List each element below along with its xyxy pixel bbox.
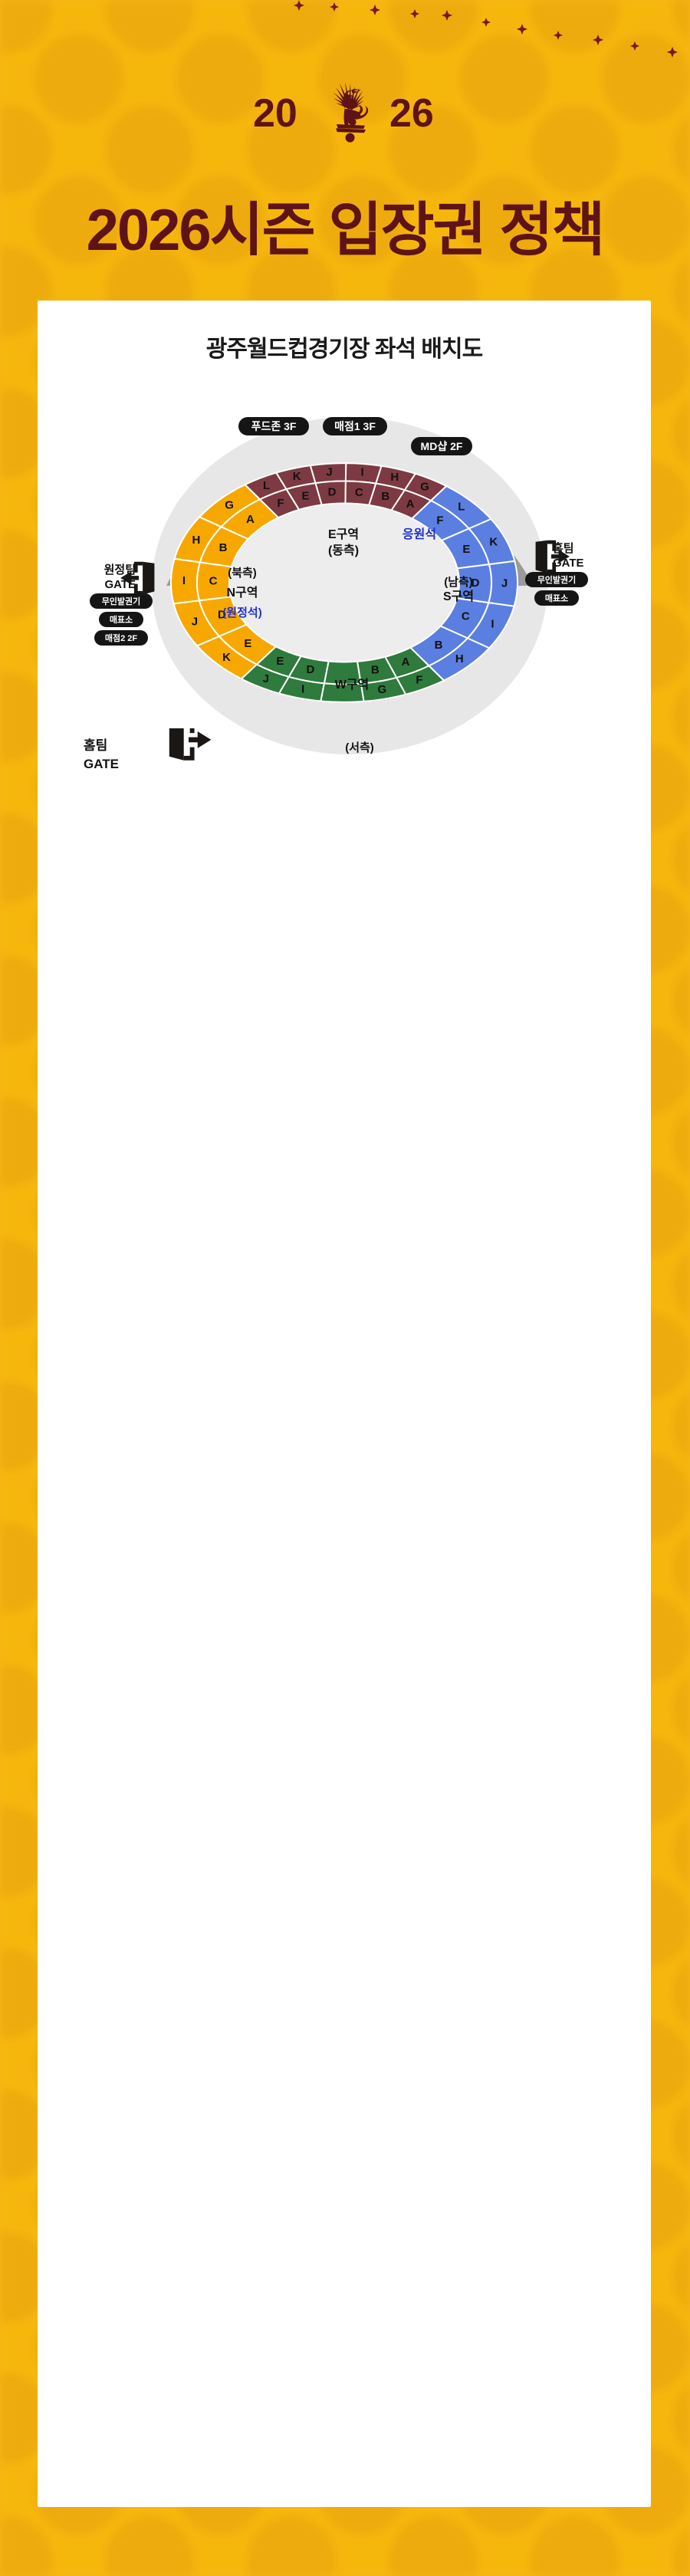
svg-text:I: I bbox=[491, 618, 494, 631]
svg-text:K: K bbox=[222, 651, 231, 664]
svg-text:F: F bbox=[416, 673, 422, 686]
svg-text:B: B bbox=[219, 541, 228, 554]
svg-text:E: E bbox=[244, 637, 251, 650]
svg-text:(서측): (서측) bbox=[345, 741, 374, 754]
svg-text:매표소: 매표소 bbox=[545, 593, 568, 603]
svg-text:D: D bbox=[306, 663, 314, 676]
svg-text:A: A bbox=[246, 513, 255, 526]
svg-text:G: G bbox=[377, 683, 386, 696]
svg-text:매점2 2F: 매점2 2F bbox=[105, 632, 138, 643]
svg-text:A: A bbox=[402, 656, 410, 669]
svg-text:L: L bbox=[458, 501, 465, 514]
svg-text:응원석: 응원석 bbox=[402, 527, 436, 541]
svg-text:B: B bbox=[435, 639, 443, 652]
svg-text:K: K bbox=[293, 470, 301, 483]
svg-text:무인발권기: 무인발권기 bbox=[102, 596, 141, 606]
svg-text:매점1 3F: 매점1 3F bbox=[334, 420, 376, 432]
svg-text:C: C bbox=[209, 574, 218, 587]
svg-text:B: B bbox=[381, 490, 389, 503]
svg-text:H: H bbox=[390, 471, 399, 484]
svg-text:A: A bbox=[406, 498, 415, 511]
svg-text:L: L bbox=[263, 479, 270, 492]
svg-text:J: J bbox=[263, 672, 269, 685]
svg-text:I: I bbox=[182, 574, 186, 587]
svg-text:E구역: E구역 bbox=[328, 527, 359, 541]
svg-text:H: H bbox=[455, 652, 464, 665]
svg-text:무인발권기: 무인발권기 bbox=[537, 574, 577, 585]
svg-text:H: H bbox=[192, 534, 200, 547]
svg-text:N구역: N구역 bbox=[227, 586, 258, 600]
svg-text:E: E bbox=[301, 489, 309, 502]
svg-text:F: F bbox=[436, 514, 443, 527]
svg-text:푸드존 3F: 푸드존 3F bbox=[251, 420, 297, 432]
svg-text:MD샵 2F: MD샵 2F bbox=[421, 440, 463, 452]
svg-text:W구역: W구역 bbox=[335, 678, 370, 692]
svg-text:E: E bbox=[276, 655, 284, 668]
svg-text:G: G bbox=[225, 498, 234, 511]
svg-text:(남측): (남측) bbox=[444, 576, 473, 589]
svg-text:J: J bbox=[192, 616, 198, 629]
svg-text:I: I bbox=[301, 682, 304, 695]
svg-text:(북측): (북측) bbox=[228, 567, 257, 580]
svg-text:S구역: S구역 bbox=[443, 590, 474, 603]
svg-text:(동측): (동측) bbox=[328, 544, 359, 557]
svg-text:I: I bbox=[361, 466, 364, 479]
svg-text:D: D bbox=[328, 485, 337, 498]
svg-text:J: J bbox=[501, 577, 508, 590]
svg-text:C: C bbox=[355, 486, 363, 499]
svg-text:J: J bbox=[326, 465, 332, 478]
svg-text:E: E bbox=[462, 543, 470, 556]
svg-text:F: F bbox=[277, 497, 284, 510]
svg-text:G: G bbox=[420, 480, 429, 493]
svg-text:매표소: 매표소 bbox=[110, 614, 133, 625]
svg-text:B: B bbox=[371, 664, 380, 677]
svg-text:C: C bbox=[462, 610, 470, 623]
svg-text:K: K bbox=[489, 536, 498, 549]
svg-text:(원정석): (원정석) bbox=[222, 606, 261, 619]
